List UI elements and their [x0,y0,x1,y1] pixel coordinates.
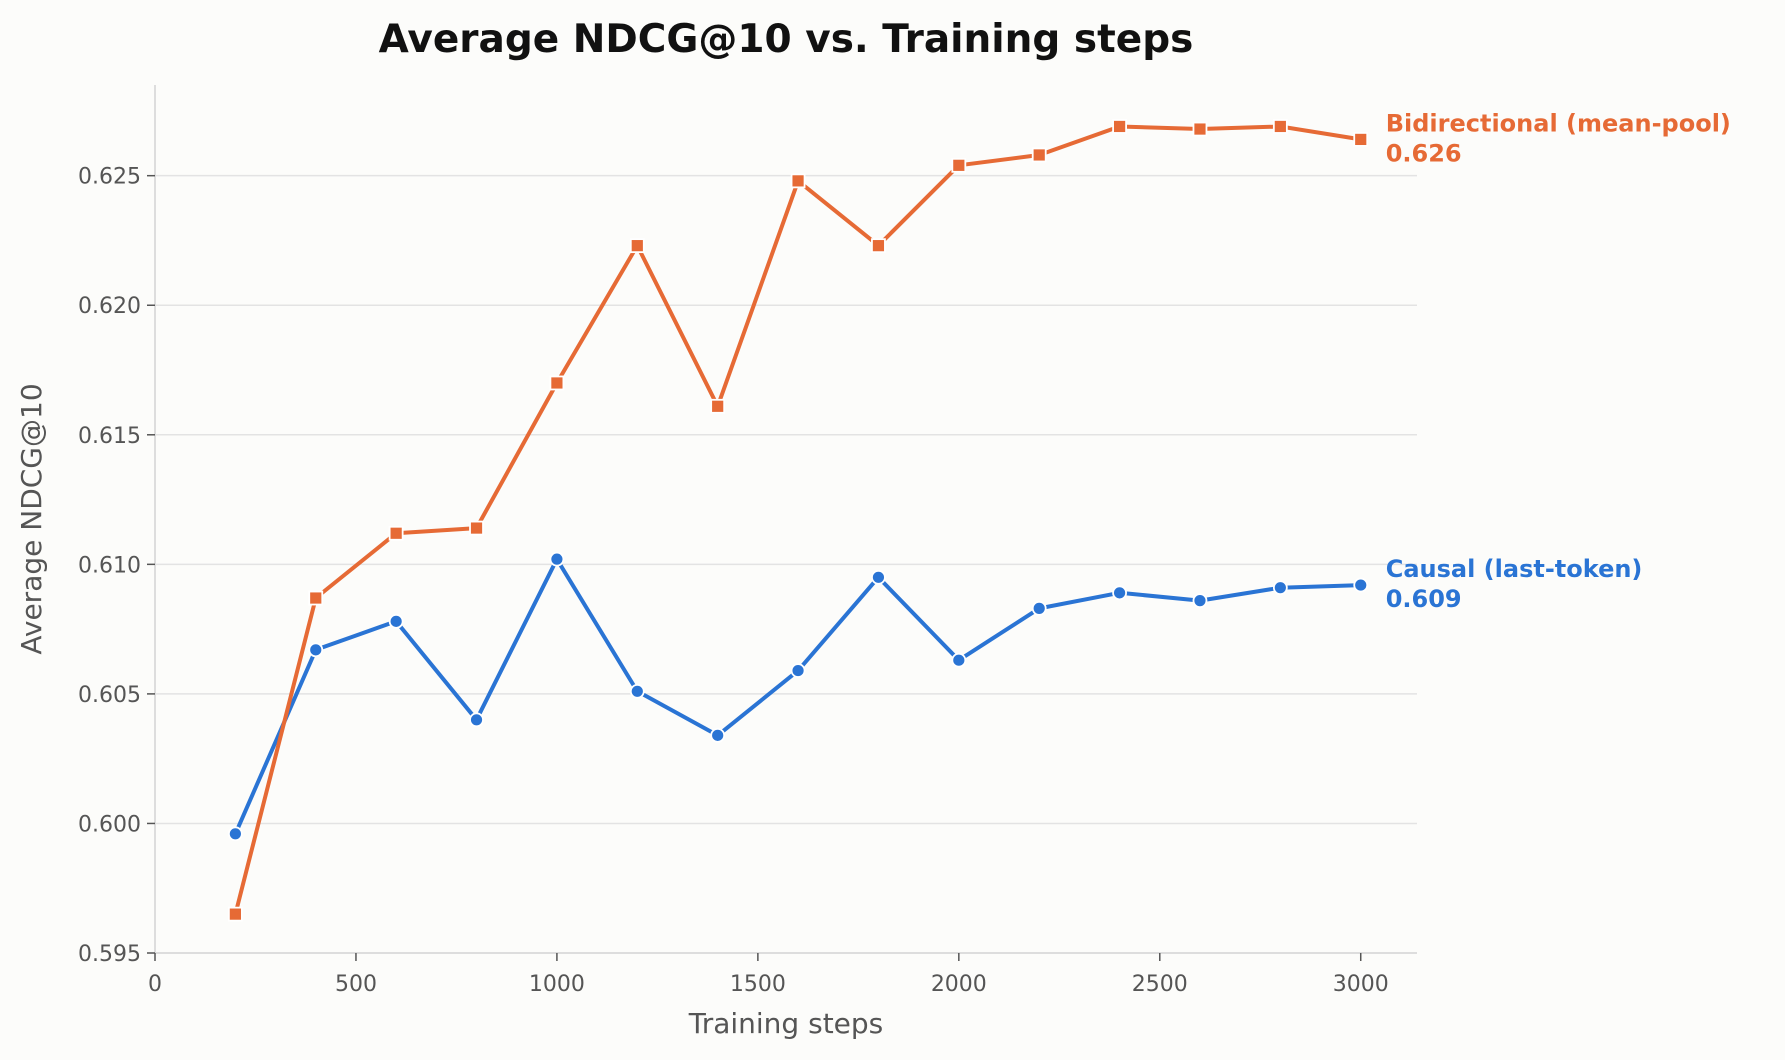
data-point [549,551,565,567]
data-point [1272,119,1288,134]
y-tick-label: 0.600 [78,812,141,837]
series-line [233,557,1361,835]
data-point [469,712,484,728]
x-tick-label: 2500 [1132,972,1188,997]
data-point [710,727,726,743]
series-bidirectional [227,119,1369,922]
series-causal [227,551,1369,842]
data-point [1272,580,1288,596]
x-tick-label: 3000 [1333,972,1389,997]
y-tick-label: 0.620 [78,294,141,319]
series-line [233,124,1362,915]
x-tick-label: 1500 [730,972,786,997]
y-axis-label: Average NDCG@10 [15,383,48,654]
series-layer [227,119,1369,922]
series-value-label: 0.626 [1386,139,1462,167]
series-name-label: Bidirectional (mean-pool) [1386,109,1731,137]
x-tick-label: 1000 [529,972,585,997]
gridlines [155,174,1417,825]
series-name-label: Causal (last-token) [1386,555,1643,583]
data-point [1353,132,1369,147]
y-tick-label: 0.610 [78,553,141,578]
data-point [388,613,404,629]
x-axis-ticks: 0 500 1000 1500 2000 2500 3000 [148,953,1389,997]
data-point [871,238,886,254]
data-point [469,520,484,536]
data-point [1192,593,1208,609]
y-tick-label: 0.615 [78,424,141,449]
chart-title: Average NDCG@10 vs. Training steps [379,17,1194,62]
data-point [951,652,967,668]
x-tick-label: 0 [148,972,162,997]
data-point [227,906,243,922]
data-point [871,569,886,585]
data-point [1112,119,1127,134]
data-point [790,663,806,678]
data-point [1112,585,1127,601]
data-point [629,683,645,699]
data-point [308,590,324,606]
x-tick-label: 500 [335,972,377,997]
data-point [710,398,726,414]
data-point [308,642,324,658]
y-tick-label: 0.595 [78,942,141,967]
data-point [388,525,404,541]
end-labels: Causal (last-token)0.609 Bidirectional (m… [1386,109,1731,613]
x-axis-label: Training steps [688,1007,884,1040]
y-axis-ticks: 0.595 0.600 0.605 0.610 0.615 0.620 0.625 [78,165,155,967]
y-tick-label: 0.625 [78,165,141,190]
data-point [1353,577,1369,593]
data-point [1192,121,1208,137]
data-point [951,157,967,173]
series-value-label: 0.609 [1386,585,1462,613]
data-point [629,238,645,254]
data-point [1031,147,1047,163]
y-tick-label: 0.605 [78,683,141,708]
data-point [790,173,806,189]
data-point [1031,600,1047,616]
data-point [549,375,565,391]
x-tick-label: 2000 [931,972,987,997]
data-point [227,826,243,842]
